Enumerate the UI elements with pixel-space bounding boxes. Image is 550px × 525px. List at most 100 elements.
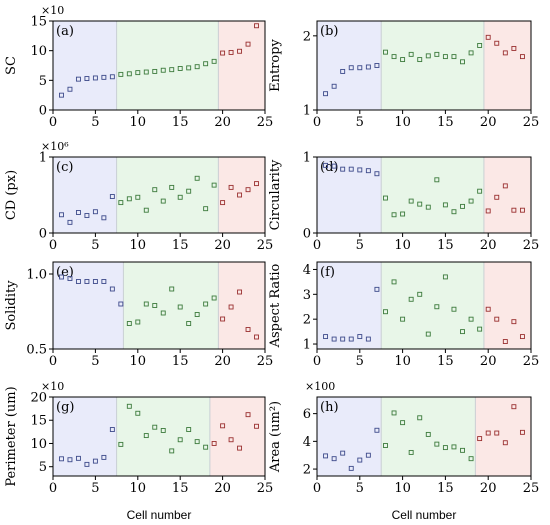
chart-2-point xyxy=(383,49,388,55)
chart-5-xtick-label: 10 xyxy=(130,354,147,369)
chart-7-point xyxy=(84,461,90,467)
chart-7-point xyxy=(92,458,98,464)
chart-6-point xyxy=(425,331,431,337)
chart-2-point xyxy=(519,54,525,60)
chart-6-point xyxy=(460,329,465,335)
chart-2-point xyxy=(460,59,465,65)
chart-6-point xyxy=(340,336,346,342)
chart-1-xtick-label: 20 xyxy=(214,115,231,130)
chart-2-point xyxy=(340,68,346,74)
chart-1-point xyxy=(118,71,124,77)
chart-3-point xyxy=(169,184,175,190)
chart-5-point xyxy=(203,301,209,307)
chart-3-xtick-label: 5 xyxy=(91,238,99,253)
chart-8-point xyxy=(408,449,414,455)
chart-2-panel: 0 5 10 15 20 25 1 2 (b) Entropy xyxy=(268,20,540,130)
chart-1-point xyxy=(186,65,192,71)
chart-7-point xyxy=(220,423,226,429)
chart-5-point xyxy=(101,279,107,284)
chart-4-point xyxy=(434,177,440,183)
chart-4-point xyxy=(468,198,474,204)
chart-6-point xyxy=(357,334,363,340)
chart-2-ytick-label: 2 xyxy=(303,29,311,44)
chart-8-multiplier: ×100 xyxy=(305,380,335,393)
chart-4-region-2 xyxy=(381,157,484,233)
chart-6-point xyxy=(365,336,371,342)
chart-7-point xyxy=(211,441,217,446)
chart-7-point xyxy=(254,423,259,429)
chart-3-point xyxy=(75,210,81,215)
chart-2-point xyxy=(451,54,457,60)
chart-6-point xyxy=(434,304,440,310)
chart-1-point xyxy=(126,71,132,77)
chart-3-region-1 xyxy=(53,157,117,233)
chart-5-panel-label: (e) xyxy=(56,265,74,280)
chart-6-point xyxy=(477,326,483,332)
chart-5-point xyxy=(177,304,183,310)
chart-2-xtick-label: 25 xyxy=(523,115,540,130)
chart-4-point xyxy=(348,166,354,172)
chart-8-point xyxy=(348,465,354,471)
chart-5-panel: 0 5 10 15 20 25 0.5 1.0 (e) Solidity xyxy=(4,261,273,369)
chart-6-xtick-label: 20 xyxy=(480,354,497,369)
chart-2-point xyxy=(511,45,517,51)
chart-5-region-1 xyxy=(53,262,124,349)
chart-5-point xyxy=(84,279,90,284)
chart-4-xtick-label: 0 xyxy=(313,238,321,253)
chart-1-xtick-label: 15 xyxy=(172,115,189,130)
chart-2-point xyxy=(400,57,406,63)
chart-7-point xyxy=(109,427,115,432)
chart-7-point xyxy=(228,437,234,443)
chart-7-point xyxy=(101,454,107,460)
chart-6-xtick-label: 10 xyxy=(394,354,411,369)
chart-8-region-3 xyxy=(475,397,531,476)
chart-3-point xyxy=(160,198,166,204)
chart-8-xtick-label: 20 xyxy=(480,481,497,496)
chart-1-axes-frame xyxy=(52,20,266,111)
chart-4-point xyxy=(340,166,346,172)
chart-4-xtick-label: 10 xyxy=(394,238,411,253)
chart-7-point xyxy=(59,456,64,462)
chart-3-point xyxy=(67,219,73,225)
chart-7-point xyxy=(186,427,192,432)
chart-4-point xyxy=(425,204,431,210)
chart-5-xtick-label: 0 xyxy=(49,354,57,369)
chart-2-point xyxy=(391,54,397,60)
chart-6-point xyxy=(383,309,388,315)
chart-3-point xyxy=(237,192,243,198)
chart-1-point xyxy=(254,23,259,29)
chart-4-point xyxy=(442,202,448,208)
chart-6-point xyxy=(400,316,406,322)
chart-2-xtick-label: 15 xyxy=(437,115,454,130)
chart-5-xtick-label: 5 xyxy=(91,354,99,369)
chart-1-ytick-label: 0 xyxy=(39,104,47,119)
chart-1-ytick-label: 10 xyxy=(30,44,47,59)
chart-8-point xyxy=(400,420,406,426)
chart-6-axes-frame xyxy=(316,261,532,350)
chart-6-point xyxy=(391,279,397,285)
chart-5-point xyxy=(143,301,149,307)
chart-2-point xyxy=(442,54,448,60)
chart-4-axes-frame xyxy=(316,156,532,234)
chart-3-point xyxy=(186,188,192,194)
chart-1-xtick-label: 25 xyxy=(257,115,274,130)
chart-7-point xyxy=(143,433,149,439)
chart-8-xlabel: Cell number xyxy=(392,508,457,522)
chart-5-point xyxy=(126,321,132,326)
chart-5-point xyxy=(109,286,115,292)
chart-7-ytick-label: 20 xyxy=(30,391,47,406)
chart-5-point xyxy=(237,289,243,295)
chart-3-ytick-label: 0 xyxy=(39,227,47,242)
chart-8-panel-label: (h) xyxy=(320,400,339,415)
chart-3-point xyxy=(220,200,226,206)
chart-8-ylabel: Area (um²) xyxy=(268,401,283,473)
chart-1-point xyxy=(203,61,209,67)
chart-8-point xyxy=(485,430,491,436)
chart-8-point xyxy=(519,429,525,435)
chart-5-ylabel: Solidity xyxy=(4,280,19,331)
chart-5-xtick-label: 20 xyxy=(214,354,231,369)
chart-4-xtick-label: 15 xyxy=(437,238,454,253)
chart-7-point xyxy=(237,445,243,451)
chart-4-region-3 xyxy=(483,157,531,233)
